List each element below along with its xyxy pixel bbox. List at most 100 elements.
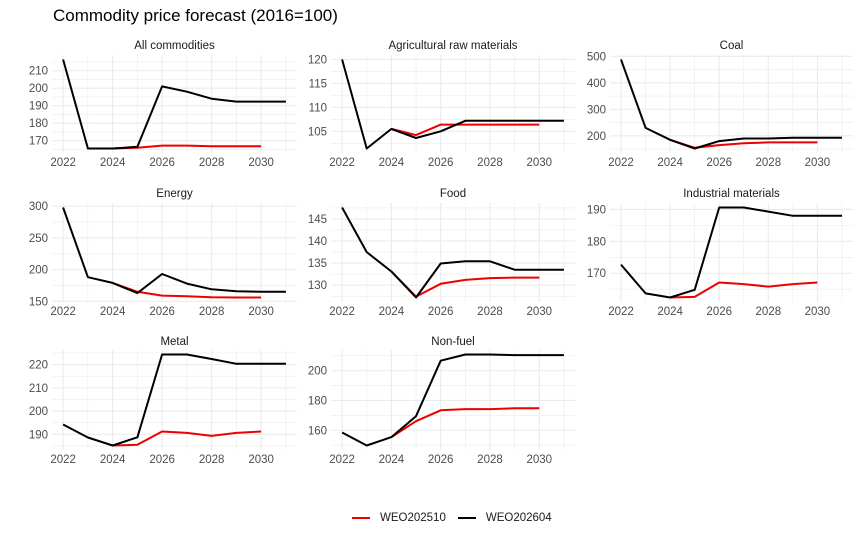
x-tick-label: 2026 [428,454,454,466]
x-tick-label: 2028 [477,157,503,169]
y-tick-label: 120 [308,54,327,66]
x-tick-label: 2022 [608,306,634,318]
panel-coal: Coal 200 300 400 500 2022 2024 2026 2028 2030 [587,40,853,169]
x-tick-label: 2026 [706,306,732,318]
y-tick-label: 190 [587,204,606,216]
y-tick-label: 500 [587,51,606,63]
series-line-weo202604 [62,353,286,447]
panel-non-fuel: Non-fuel 160 180 200 2022 2024 2026 2028 2030 [308,336,575,466]
chart-title: Commodity price forecast (2016=100) [53,6,338,25]
x-tick-label: 2030 [248,306,274,318]
series-line-weo202604 [62,59,286,150]
y-tick-label: 200 [308,366,327,378]
y-tick-label: 115 [309,78,327,90]
x-tick-label: 2022 [608,157,634,169]
y-tick-label: 150 [29,296,48,308]
x-tick-label: 2028 [756,306,782,318]
y-tick-label: 180 [29,118,48,130]
x-tick-label: 2028 [756,157,782,169]
y-tick-label: 250 [29,233,48,245]
legend-key-weo202604 [457,517,476,519]
panel-title: Coal [720,40,744,52]
series-line-weo202604 [341,353,564,447]
panel-energy: Energy 150 200 250 300 2022 2024 2026 2028 2030 [29,188,297,318]
x-tick-label: 2024 [379,157,405,169]
panel-title: Non-fuel [431,336,474,348]
series-line-weo202604 [620,59,842,150]
panel-title: Food [440,188,466,200]
y-tick-label: 145 [308,214,327,226]
series-line-weo202604 [341,59,564,150]
series-line-weo202510 [670,281,818,299]
x-tick-label: 2026 [149,306,175,318]
x-tick-label: 2030 [248,454,274,466]
panel-title: Agricultural raw materials [388,40,517,52]
panel-agricultural-raw-materials: Agricultural raw materials 105 110 115 120 20… [308,40,575,169]
y-tick-label: 105 [308,126,327,138]
y-tick-label: 130 [308,280,327,292]
series-line-weo202604 [620,206,842,299]
panel-title: Energy [156,188,193,200]
y-tick-label: 210 [29,66,48,78]
y-tick-label: 170 [587,268,606,280]
x-tick-label: 2022 [329,306,355,318]
x-tick-label: 2026 [428,306,454,318]
y-tick-label: 200 [29,265,48,277]
legend-item-weo202510: WEO202510 [352,512,446,524]
x-tick-label: 2030 [805,306,831,318]
x-tick-label: 2026 [706,157,732,169]
y-tick-label: 190 [29,101,48,113]
legend: WEO202510 WEO202604 [352,512,564,524]
y-tick-label: 300 [587,104,606,116]
y-tick-label: 160 [308,425,327,437]
x-tick-label: 2028 [477,306,503,318]
series-line-weo202604 [62,207,286,295]
y-tick-label: 190 [29,429,48,441]
x-tick-label: 2030 [526,454,552,466]
y-tick-label: 180 [587,236,606,248]
panel-metal: Metal 190 200 210 220 2022 2024 2026 2028 2030 [29,336,297,466]
x-tick-label: 2030 [526,306,552,318]
y-tick-label: 200 [29,406,48,418]
y-tick-label: 200 [587,131,606,143]
y-tick-label: 200 [29,83,48,95]
panel-title: All commodities [134,40,215,52]
y-tick-label: 135 [308,258,327,270]
series-line-weo202510 [112,430,262,447]
y-tick-label: 210 [29,383,48,395]
x-tick-label: 2026 [149,157,175,169]
x-tick-label: 2026 [428,157,454,169]
x-tick-label: 2022 [329,157,355,169]
legend-label-weo202510: WEO202510 [380,512,446,524]
panel-industrial-materials: Industrial materials 170 180 190 2022 2024 202… [587,188,853,318]
y-tick-label: 140 [308,236,327,248]
legend-item-weo202604: WEO202604 [457,512,552,524]
y-tick-label: 220 [29,360,48,372]
x-tick-label: 2030 [526,157,552,169]
x-tick-label: 2024 [379,454,405,466]
y-tick-label: 180 [308,395,327,407]
panel-all-commodities: All commodities 170 180 190 200 210 2022 2024 20… [29,40,297,169]
y-tick-label: 300 [29,201,48,213]
legend-key-weo202510 [352,517,370,519]
x-tick-label: 2024 [100,306,126,318]
x-tick-label: 2024 [657,157,683,169]
panel-title: Industrial materials [683,188,780,200]
series-line-weo202510 [390,407,540,438]
y-tick-label: 110 [309,102,327,114]
x-tick-label: 2024 [100,157,126,169]
y-tick-label: 170 [29,136,48,148]
x-tick-label: 2022 [50,306,76,318]
x-tick-label: 2028 [199,306,225,318]
x-tick-label: 2028 [199,157,225,169]
series-line-weo202510 [391,123,540,137]
x-tick-label: 2022 [329,454,355,466]
x-tick-label: 2028 [199,454,225,466]
x-tick-label: 2024 [379,306,405,318]
y-tick-label: 400 [587,78,606,90]
x-tick-label: 2026 [149,454,175,466]
series-line-weo202604 [341,207,564,299]
legend-label-weo202604: WEO202604 [485,512,552,524]
x-tick-label: 2028 [477,454,503,466]
